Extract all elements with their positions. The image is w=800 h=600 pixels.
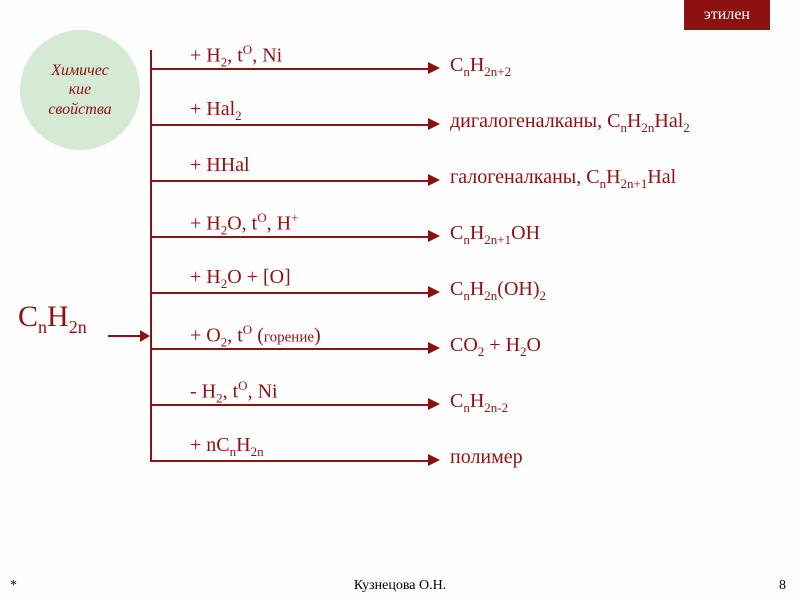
footer-center: Кузнецова О.Н.	[354, 578, 446, 594]
arrowhead-icon	[428, 342, 440, 354]
reagent-label: + H2, tO, Ni	[190, 42, 282, 71]
arrow-line	[150, 124, 430, 126]
arrowhead-icon	[428, 230, 440, 242]
reaction-row: + H2O + [O]CnH2n(OH)2	[150, 274, 770, 314]
page-number: 8	[779, 578, 786, 594]
reaction-row: + HHalгалогеналканы, CnH2n+1Hal	[150, 162, 770, 202]
footer-left: *	[10, 578, 17, 594]
arrowhead-icon	[428, 398, 440, 410]
product-label: полимер	[450, 446, 523, 469]
reaction-row: + Hal2дигалогеналканы, CnH2nHal2	[150, 106, 770, 146]
arrowhead-icon	[428, 454, 440, 466]
arrow-line	[150, 180, 430, 182]
reaction-row: + H2O, tO, H+CnH2n+1OH	[150, 218, 770, 258]
reaction-row: + H2, tO, NiCnH2n+2	[150, 50, 770, 90]
circle-line2: кие	[69, 81, 92, 98]
product-label: CO2 + H2O	[450, 334, 541, 360]
product-label: галогеналканы, CnH2n+1Hal	[450, 166, 676, 192]
starting-compound: CnH2n	[18, 300, 87, 338]
arrowhead-icon	[428, 174, 440, 186]
product-label: дигалогеналканы, CnH2nHal2	[450, 110, 690, 136]
arrow-line	[150, 292, 430, 294]
product-label: CnH2n+1OH	[450, 222, 540, 248]
reagent-label: + nCnH2n	[190, 434, 264, 460]
reaction-row: + O2, tO (горение)CO2 + H2O	[150, 330, 770, 370]
circle-line1: Химичес	[51, 62, 109, 79]
reagent-label: + O2, tO (горение)	[190, 322, 321, 351]
product-label: CnH2n(OH)2	[450, 278, 546, 304]
arrowhead-icon	[428, 62, 440, 74]
product-label: CnH2n-2	[450, 390, 508, 416]
reaction-row: + nCnH2nполимер	[150, 442, 770, 482]
circle-line3: свойства	[48, 101, 111, 118]
reagent-label: - H2, tO, Ni	[190, 378, 278, 407]
reagent-label: + H2O, tO, H+	[190, 210, 298, 239]
reaction-row: - H2, tO, NiCnH2n-2	[150, 386, 770, 426]
reagent-label: + H2O + [O]	[190, 266, 291, 292]
start-arrow	[108, 328, 150, 344]
properties-circle: Химичес кие свойства	[20, 30, 140, 150]
arrowhead-icon	[428, 286, 440, 298]
arrow-line	[150, 460, 430, 462]
product-label: CnH2n+2	[450, 54, 511, 80]
arrowhead-icon	[428, 118, 440, 130]
reagent-label: + Hal2	[190, 98, 242, 124]
reagent-label: + HHal	[190, 154, 250, 177]
top-tab: этилен	[684, 0, 770, 30]
